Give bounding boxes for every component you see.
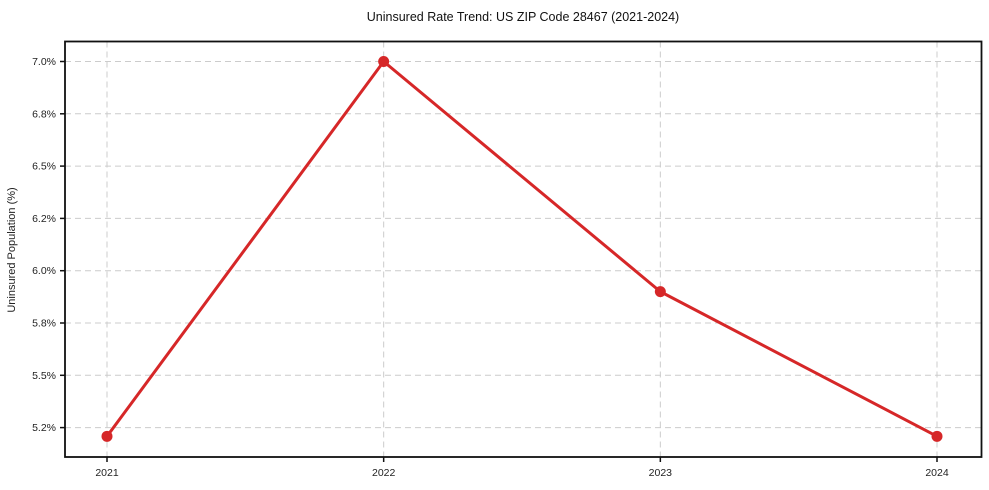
- y-tick-label: 5.2%: [32, 422, 56, 434]
- y-tick-label: 6.8%: [32, 108, 56, 120]
- x-tick-label: 2021: [95, 467, 119, 479]
- x-tick-label: 2023: [649, 467, 673, 479]
- trend-line: [105, 60, 939, 438]
- gridlines-layer: [65, 41, 982, 457]
- data-point: [378, 56, 390, 67]
- y-tick-label: 6.0%: [32, 265, 56, 277]
- data-point: [654, 286, 666, 298]
- y-tick-label: 7.0%: [32, 56, 56, 68]
- plot-spine-layer: [64, 40, 983, 458]
- y-axis-label: Uninsured Population (%): [6, 187, 18, 312]
- x-tick-label: 2022: [372, 467, 396, 479]
- y-tick-label: 5.8%: [32, 318, 56, 330]
- x-tick-label: 2024: [925, 467, 949, 479]
- y-tick-label: 6.2%: [32, 213, 56, 225]
- y-tick-label: 6.5%: [32, 161, 56, 173]
- chart-title: Uninsured Rate Trend: US ZIP Code 28467 …: [367, 10, 679, 24]
- plot-border: [64, 40, 983, 458]
- data-point: [101, 430, 113, 442]
- data-point: [931, 430, 943, 442]
- y-tick-label: 5.5%: [32, 370, 56, 382]
- tick-layer: 7.0% 6.8% 6.5% 6.2% 6.0% 5.8% 5.5% 5.2% 2021 2022…: [32, 56, 949, 479]
- series-layer: [101, 56, 943, 442]
